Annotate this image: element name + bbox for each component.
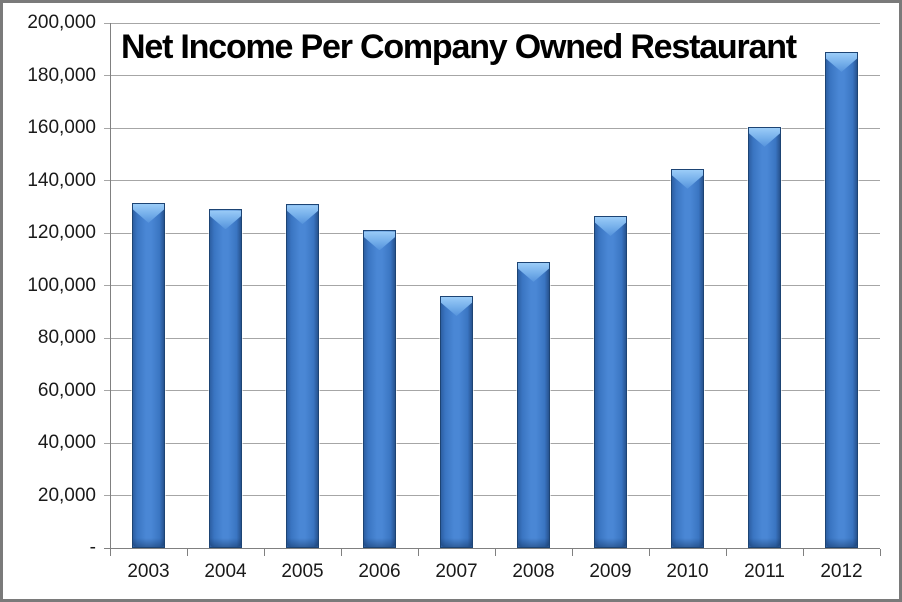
- gridline: [104, 180, 880, 181]
- bar-gloss-highlight: [210, 210, 241, 230]
- x-axis-tick: [572, 549, 573, 556]
- y-tick-label: 160,000: [27, 117, 96, 138]
- gridline: [104, 285, 880, 286]
- x-tick-label-2011: 2011: [744, 561, 785, 582]
- x-tick-label-2007: 2007: [435, 561, 478, 582]
- x-axis-tick: [418, 549, 419, 556]
- bar-2003: [132, 202, 165, 548]
- bar-base-shade: [595, 538, 626, 547]
- x-tick-label-2009: 2009: [589, 561, 632, 582]
- y-tick-label: 20,000: [37, 484, 96, 506]
- x-tick-label-2005: 2005: [281, 561, 324, 582]
- bar-gloss-highlight: [364, 231, 395, 251]
- bar-2006: [363, 230, 396, 548]
- bar-gloss-highlight: [441, 297, 472, 316]
- bar-2009: [594, 215, 627, 548]
- bar-2008: [517, 261, 550, 548]
- y-tick-label: 180,000: [27, 64, 96, 86]
- gridline: [104, 75, 880, 76]
- x-tick-label-2006: 2006: [358, 561, 401, 582]
- y-tick-label: 80,000: [37, 327, 96, 348]
- x-tick-label-2012: 2012: [820, 561, 863, 582]
- y-tick-label: -: [89, 537, 96, 558]
- gridline: [104, 232, 880, 234]
- bar-2005: [286, 204, 319, 548]
- y-axis: [110, 23, 111, 556]
- bar-base-shade: [826, 538, 857, 547]
- y-tick-label: 40,000: [37, 432, 96, 453]
- bar-base-shade: [441, 538, 472, 547]
- bar-base-shade: [749, 538, 780, 547]
- bar-2012: [825, 51, 858, 548]
- x-tick-label-2010: 2010: [666, 561, 709, 582]
- y-tick-label: 60,000: [37, 379, 96, 401]
- y-tick-label: 120,000: [27, 222, 96, 243]
- bar-base-shade: [133, 538, 164, 547]
- x-axis-tick: [264, 549, 265, 556]
- x-axis-tick: [803, 549, 804, 556]
- gridline: [104, 127, 880, 129]
- bar-2011: [748, 126, 781, 548]
- bar-base-shade: [364, 538, 395, 547]
- bar-gloss-highlight: [595, 216, 626, 236]
- bar-2004: [209, 209, 242, 548]
- gridline: [104, 22, 880, 24]
- x-axis-tick: [649, 549, 650, 556]
- bar-base-shade: [287, 538, 318, 547]
- chart-title: Net Income Per Company Owned Restaurant: [121, 28, 797, 66]
- bar-gloss-highlight: [826, 52, 857, 72]
- bar-gloss-highlight: [749, 127, 780, 147]
- bar-2007: [440, 296, 473, 548]
- x-axis-tick: [187, 549, 188, 556]
- x-axis-tick: [341, 549, 342, 556]
- y-tick-label: 140,000: [27, 169, 96, 191]
- x-axis: [104, 548, 880, 549]
- x-tick-label-2003: 2003: [127, 561, 170, 582]
- bar-gloss-highlight: [518, 262, 549, 282]
- x-axis-tick: [880, 549, 881, 556]
- bar-gloss-highlight: [287, 205, 318, 225]
- y-tick-label: 100,000: [27, 274, 96, 296]
- bar-base-shade: [518, 538, 549, 547]
- y-tick-label: 200,000: [27, 12, 96, 33]
- gridline: [104, 390, 880, 391]
- bar-gloss-highlight: [672, 169, 703, 189]
- x-axis-tick: [726, 549, 727, 556]
- gridline: [104, 442, 880, 444]
- x-tick-label-2004: 2004: [204, 561, 247, 582]
- x-tick-label-2008: 2008: [512, 561, 555, 582]
- bar-2010: [671, 168, 704, 548]
- x-axis-tick: [495, 549, 496, 556]
- gridline: [104, 495, 880, 496]
- gridline: [104, 337, 880, 339]
- bar-base-shade: [210, 538, 241, 547]
- x-axis-tick: [110, 549, 111, 556]
- bar-gloss-highlight: [133, 203, 164, 223]
- bar-base-shade: [672, 538, 703, 547]
